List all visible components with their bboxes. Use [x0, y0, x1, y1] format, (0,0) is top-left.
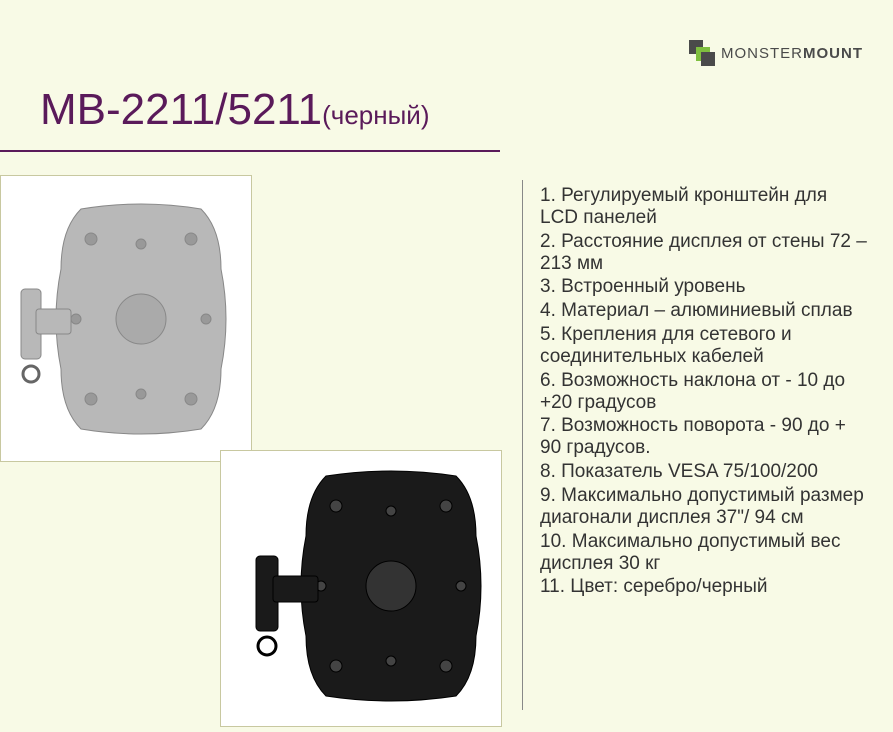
spec-item: 11. Цвет: серебро/черный: [540, 576, 870, 598]
spec-item: 2. Расстояние дисплея от стены 72 – 213 …: [540, 231, 870, 275]
spec-list: 1. Регулируемый кронштейн для LCD панеле…: [540, 185, 870, 600]
spec-item: 7. Возможность поворота - 90 до + 90 гра…: [540, 415, 870, 459]
spec-item: 3. Встроенный уровень: [540, 276, 870, 298]
logo-icon: [689, 40, 715, 66]
page-title: MB-2211/5211(черный): [40, 85, 429, 135]
product-image-black: [220, 450, 502, 727]
spec-item: 1. Регулируемый кронштейн для LCD панеле…: [540, 185, 870, 229]
spec-item: 8. Показатель VESA 75/100/200: [540, 461, 870, 483]
bracket-black-icon: [231, 461, 491, 716]
spec-item: 6. Возможность наклона от - 10 до +20 гр…: [540, 370, 870, 414]
spec-item: 9. Максимально допустимый размер диагона…: [540, 485, 870, 529]
bracket-silver-icon: [11, 189, 241, 449]
logo-part2: MOUNT: [803, 45, 863, 62]
title-sub: (черный): [322, 100, 429, 130]
title-main: MB-2211/5211: [40, 85, 322, 134]
vertical-divider: [522, 180, 523, 710]
spec-item: 5. Крепления для сетевого и соединительн…: [540, 324, 870, 368]
brand-logo: MONSTERMOUNT: [689, 40, 863, 66]
logo-text: MONSTERMOUNT: [721, 45, 863, 62]
title-underline: [0, 150, 500, 152]
spec-item: 10. Максимально допустимый вес дисплея 3…: [540, 531, 870, 575]
spec-item: 4. Материал – алюминиевый сплав: [540, 300, 870, 322]
product-image-silver: [0, 175, 252, 462]
logo-part1: MONSTER: [721, 45, 803, 62]
